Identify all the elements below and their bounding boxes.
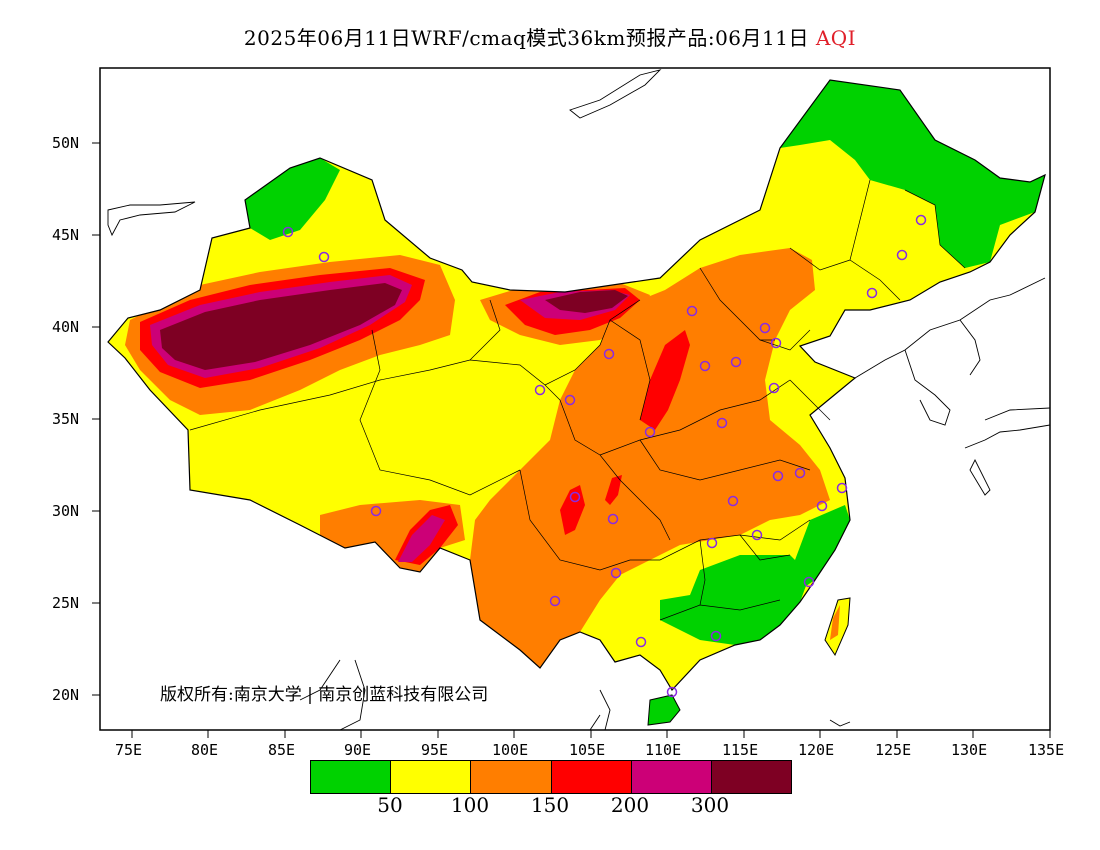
legend-threshold-50: 50	[377, 793, 403, 817]
x-label-100e: 100E	[492, 741, 529, 759]
x-label-125e: 125E	[875, 741, 912, 759]
y-label-25n: 25N	[52, 594, 80, 612]
x-label-105e: 105E	[569, 741, 606, 759]
legend-swatch-medium	[550, 761, 631, 793]
y-label-40n: 40N	[52, 318, 80, 336]
copyright-partner: 南京创蓝科技有限公司	[318, 685, 489, 705]
legend-threshold-200: 200	[610, 793, 650, 817]
copyright-divider: |	[301, 685, 319, 705]
legend-swatch-heavy	[630, 761, 711, 793]
title-product: AQI	[815, 26, 857, 50]
y-label-45n: 45N	[52, 226, 80, 244]
legend-threshold-150: 150	[530, 793, 570, 817]
x-label-85e: 85E	[268, 741, 296, 759]
y-label-30n: 30N	[52, 502, 80, 520]
x-label-80e: 80E	[191, 741, 219, 759]
legend-swatch-severe	[710, 761, 792, 793]
title-main: 2025年06月11日WRF/cmaq模式36km预报产品:06月11日	[243, 26, 809, 50]
aqi-color-legend	[310, 760, 792, 794]
x-label-115e: 115E	[722, 741, 759, 759]
legend-threshold-300: 300	[690, 793, 730, 817]
y-label-20n: 20N	[52, 686, 80, 704]
y-label-35n: 35N	[52, 410, 80, 428]
x-label-110e: 110E	[645, 741, 682, 759]
x-label-95e: 95E	[421, 741, 449, 759]
x-label-90e: 90E	[344, 741, 372, 759]
x-label-120e: 120E	[798, 741, 835, 759]
x-label-130e: 130E	[951, 741, 988, 759]
copyright-owner: 版权所有:南京大学	[160, 685, 302, 705]
x-label-75e: 75E	[115, 741, 143, 759]
map-title: 2025年06月11日WRF/cmaq模式36km预报产品:06月11日 AQI	[0, 22, 1100, 51]
legend-swatch-light	[470, 761, 551, 793]
x-label-135e: 135E	[1028, 741, 1065, 759]
y-label-50n: 50N	[52, 134, 80, 152]
legend-swatch-good	[311, 761, 391, 793]
legend-threshold-100: 100	[450, 793, 490, 817]
copyright-text: 版权所有:南京大学 | 南京创蓝科技有限公司	[160, 680, 488, 705]
legend-swatch-moderate	[390, 761, 471, 793]
